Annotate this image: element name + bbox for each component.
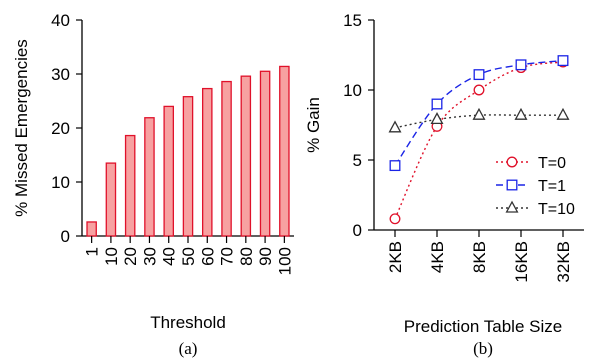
chart-a-y-tick-label: 0 xyxy=(61,227,70,246)
point-T=1 xyxy=(389,160,401,172)
point-T=10 xyxy=(430,112,444,125)
bar-40 xyxy=(163,105,175,237)
chart-b-x-tick-label: 2KB xyxy=(386,241,405,273)
series-line-T=0 xyxy=(394,61,564,220)
point-T=1 xyxy=(431,98,443,110)
chart-a-x-tick-label: 100 xyxy=(275,247,294,275)
chart-a-x-tick-label: 50 xyxy=(179,247,198,266)
bar-1 xyxy=(86,221,97,237)
chart-b-y-tick-label: 10 xyxy=(343,81,362,100)
chart-a-x-tick-label: 20 xyxy=(121,247,140,266)
chart-a-y-tick-label: 20 xyxy=(51,119,70,138)
chart-a-x-tick-label: 30 xyxy=(140,247,159,266)
chart-a-y-tick-label: 10 xyxy=(51,173,70,192)
chart-a-caption: (a) xyxy=(179,339,198,358)
chart-b-y-axis-title: % Gain xyxy=(304,97,323,153)
bar-80 xyxy=(240,75,252,237)
chart-b-x-tick-label: 32KB xyxy=(554,241,573,283)
chart-b-y-tick-label: 5 xyxy=(353,151,362,170)
chart-b-x-axis-title: Prediction Table Size xyxy=(404,317,562,336)
chart-a-x-tick-label: 70 xyxy=(218,247,237,266)
chart-b-x-tick-label: 4KB xyxy=(428,241,447,273)
legend-marker-T=1 xyxy=(506,179,518,191)
point-T=10 xyxy=(514,107,528,120)
bar-60 xyxy=(201,87,213,237)
chart-b-x-tick-label: 8KB xyxy=(470,241,489,273)
chart-b-y-tick-label: 0 xyxy=(353,221,362,240)
legend-label: T=0 xyxy=(538,155,566,172)
point-T=10 xyxy=(388,120,402,133)
chart-b-caption: (b) xyxy=(473,339,493,358)
bar-20 xyxy=(124,134,136,237)
bar-10 xyxy=(105,162,117,237)
chart-a-x-axis-title: Threshold xyxy=(150,313,226,332)
bar-50 xyxy=(182,96,194,237)
point-T=10 xyxy=(472,107,486,120)
point-T=0 xyxy=(473,84,485,96)
chart-a-x-tick-label: 1 xyxy=(83,247,102,256)
chart-b: 0 5 10 15 2KB 4KB 8KB 16KB 32KB T=0 T=1 T=10 % Ga… xyxy=(304,11,584,358)
chart-a-x-tick-label: 60 xyxy=(198,247,217,266)
chart-b-x-tick-label: 16KB xyxy=(512,241,531,283)
chart-a-x-tick-label: 90 xyxy=(256,247,275,266)
bar-70 xyxy=(221,80,232,237)
bar-100 xyxy=(279,65,290,237)
legend-label: T=1 xyxy=(538,178,566,195)
point-T=1 xyxy=(557,55,569,67)
chart-b-y-tick-label: 15 xyxy=(343,11,362,30)
chart-a-y-tick-label: 30 xyxy=(51,65,70,84)
chart-a-x-tick-label: 40 xyxy=(160,247,179,266)
chart-a-y-tick-label: 40 xyxy=(51,11,70,30)
point-T=0 xyxy=(389,213,401,225)
legend-marker-T=0 xyxy=(506,156,518,168)
chart-b-legend: T=0 T=1 T=10 xyxy=(496,155,575,218)
point-T=10 xyxy=(556,107,570,120)
chart-a-x-tick-label: 80 xyxy=(237,247,256,266)
legend-marker-T=10 xyxy=(505,200,519,213)
chart-a-x-tick-label: 10 xyxy=(102,247,121,266)
bar-30 xyxy=(144,117,155,237)
chart-a-y-axis-title: % Missed Emergencies xyxy=(12,39,31,217)
point-T=1 xyxy=(515,59,527,71)
point-T=1 xyxy=(473,69,485,81)
bar-90 xyxy=(259,70,271,237)
legend-label: T=10 xyxy=(538,201,575,218)
